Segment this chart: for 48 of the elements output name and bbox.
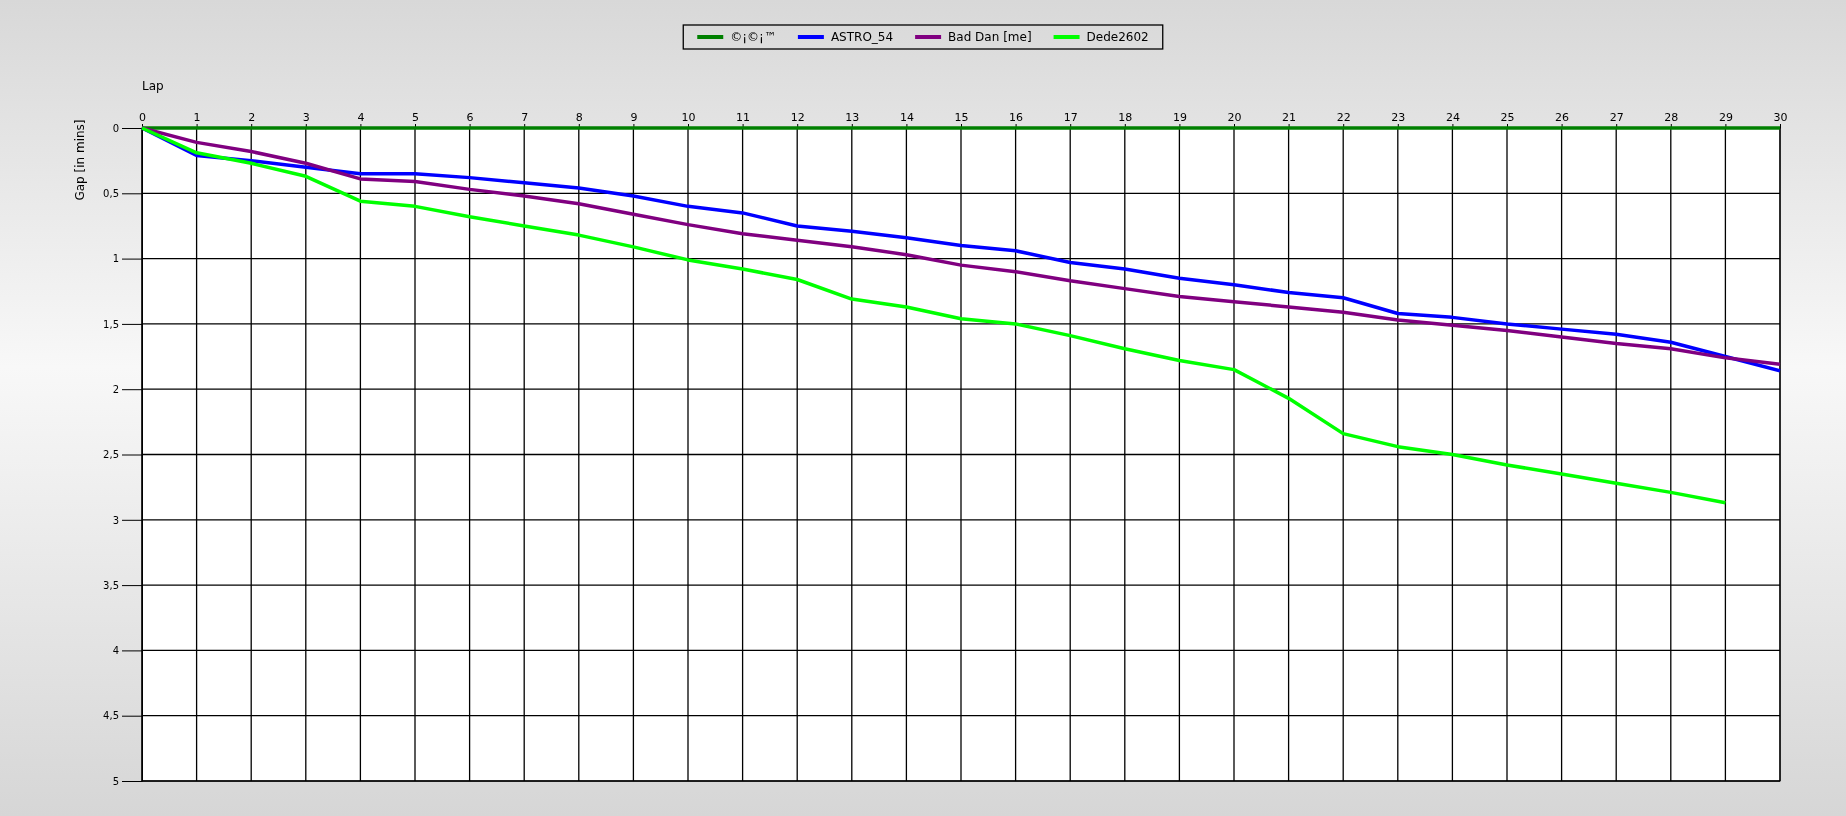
legend-label: ©¡©¡™ — [730, 30, 776, 44]
x-axis-title: Lap — [142, 79, 164, 93]
y-tick-label: 5 — [112, 775, 119, 787]
x-tick-label: 11 — [736, 111, 751, 124]
x-tick-label: 30 — [1773, 111, 1788, 124]
x-tick-label: 28 — [1664, 111, 1679, 124]
y-tick-label: 1 — [112, 253, 119, 265]
x-tick-label: 23 — [1391, 111, 1406, 124]
x-tick-label: 3 — [302, 111, 310, 124]
x-tick-label: 20 — [1227, 111, 1242, 124]
x-tick-label: 24 — [1445, 111, 1460, 124]
x-tick-label: 10 — [681, 111, 696, 124]
x-tick-label: 1 — [193, 111, 201, 124]
y-tick-label: 1,5 — [103, 318, 119, 330]
x-tick-label: 13 — [845, 111, 860, 124]
y-tick-label: 3 — [112, 514, 119, 526]
x-tick-label: 9 — [630, 111, 638, 124]
legend-label: Dede2602 — [1086, 30, 1149, 44]
x-tick-label: 29 — [1718, 111, 1733, 124]
x-tick-label: 4 — [357, 111, 365, 124]
legend-label: ASTRO_54 — [830, 30, 894, 44]
x-tick-label: 27 — [1609, 111, 1624, 124]
y-tick-label: 2,5 — [103, 449, 119, 461]
y-axis-title: Gap [in mins] — [73, 119, 87, 201]
x-tick-label: 6 — [466, 111, 474, 124]
x-tick-label: 12 — [790, 111, 805, 124]
x-tick-label: 22 — [1336, 111, 1351, 124]
y-tick-label: 4 — [112, 645, 119, 657]
x-tick-label: 16 — [1009, 111, 1024, 124]
x-tick-label: 2 — [248, 111, 256, 124]
y-tick-label: 0,5 — [103, 188, 119, 199]
x-tick-label: 7 — [521, 111, 529, 124]
x-tick-label: 5 — [412, 111, 419, 124]
x-tick-label: 21 — [1282, 111, 1297, 124]
x-tick-label: 17 — [1063, 111, 1078, 124]
legend-label: Bad Dan [me] — [948, 30, 1032, 44]
x-tick-label: 26 — [1555, 111, 1570, 124]
x-tick-label: 8 — [575, 111, 583, 124]
x-tick-label: 18 — [1118, 111, 1133, 124]
x-tick-label: 19 — [1172, 111, 1187, 124]
y-tick-label: 3,5 — [103, 579, 119, 591]
x-tick-label: 15 — [954, 111, 969, 124]
y-tick-label: 0 — [112, 122, 119, 134]
y-tick-label: 4,5 — [103, 710, 119, 722]
x-tick-label: 25 — [1500, 111, 1515, 124]
x-tick-label: 0 — [139, 111, 146, 124]
x-tick-label: 14 — [899, 111, 914, 124]
y-tick-label: 2 — [112, 383, 119, 395]
